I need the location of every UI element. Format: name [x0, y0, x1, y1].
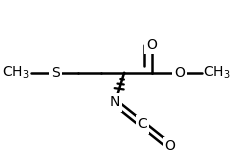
Text: N: N [110, 95, 120, 109]
Text: O: O [174, 66, 185, 80]
Text: O: O [164, 139, 175, 153]
Text: S: S [51, 66, 59, 80]
Text: C: C [138, 117, 147, 131]
Text: CH$_3$: CH$_3$ [2, 64, 30, 81]
Text: CH$_3$: CH$_3$ [203, 64, 231, 81]
Text: O: O [146, 38, 157, 52]
